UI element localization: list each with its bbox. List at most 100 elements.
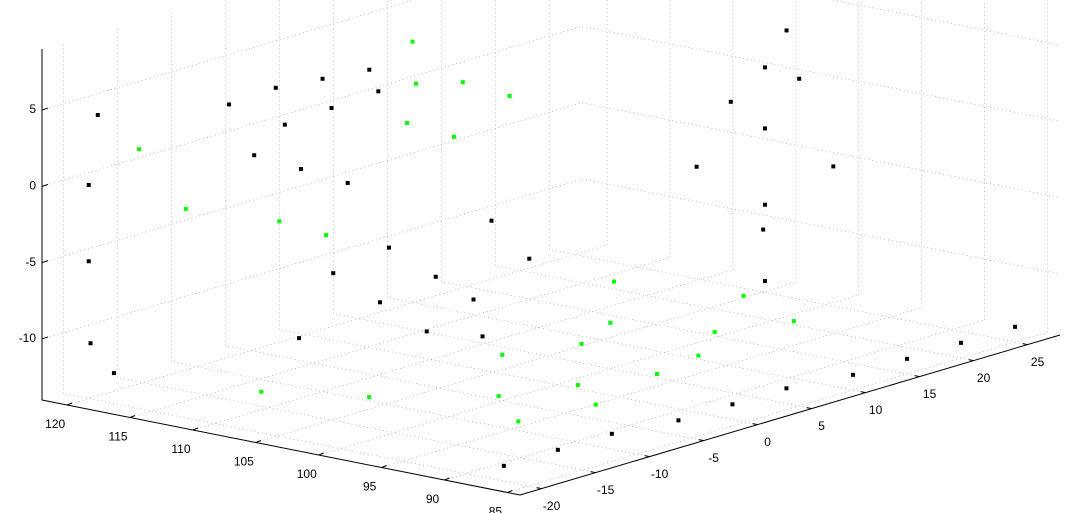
point [331,271,335,275]
grid-line [582,103,1060,198]
point [905,357,909,361]
grid-line [550,250,1028,345]
tick-mark [1023,344,1028,345]
point [594,403,598,407]
grid-line [382,308,922,468]
chart: -10-505859095100105110115120-20-15-10-50… [0,0,1065,513]
point [831,164,835,168]
point [367,395,371,399]
point [461,80,465,84]
point [346,181,350,185]
x-tick-label: 105 [234,455,254,469]
point [959,341,963,345]
point [851,373,855,377]
point [741,294,745,298]
tick-mark [42,184,48,186]
point [516,419,520,423]
grid-line [256,283,796,443]
point [411,40,415,44]
axis-line [42,400,520,495]
grid-line [226,346,704,441]
x-tick-label: 100 [297,467,317,481]
point [471,298,475,302]
point [378,300,382,304]
point [784,386,788,390]
point [527,257,531,261]
point [137,147,141,151]
x-tick-label: 85 [489,505,503,513]
point [96,113,100,117]
tick-mark [537,488,542,489]
y-tick-label: -15 [597,483,615,497]
point [274,86,278,90]
point [763,279,767,283]
point [579,342,583,346]
tick-mark [42,337,48,339]
point [321,77,325,81]
point [713,330,717,334]
point [481,334,485,338]
point [87,183,91,187]
point [387,246,391,250]
point [502,464,506,468]
point [608,321,612,325]
point [763,65,767,69]
point [434,275,438,279]
point [324,233,328,237]
tick-mark [969,360,974,361]
point [414,82,418,86]
x-tick-label: 95 [363,480,377,494]
y-tick-label: 0 [764,435,771,449]
point [89,341,93,345]
point [729,100,733,104]
point [452,135,456,139]
point [508,94,512,98]
point [797,77,801,81]
page: -10-505859095100105110115120-20-15-10-50… [0,0,1065,513]
tick-mark [753,424,758,425]
tick-mark [699,440,704,441]
y-tick-label: -10 [651,467,669,481]
grid-line [334,314,812,409]
point [792,319,796,323]
point [184,207,188,211]
point [367,68,371,72]
point [405,121,409,125]
point [695,165,699,169]
x-tick-label: 90 [426,492,440,506]
grid-line [193,270,733,430]
point [576,383,580,387]
grid-line [582,26,1060,121]
y-tick-label: 5 [818,419,825,433]
tick-mark [42,108,48,110]
point [425,329,429,333]
z-tick-label: -5 [25,255,36,269]
tick-mark [807,408,812,409]
point [761,228,765,232]
grid-line [388,298,866,393]
point [730,402,734,406]
z-tick-label: -10 [19,331,37,345]
point [87,259,91,263]
grid-line [319,295,859,455]
point [696,354,700,358]
x-tick-label: 110 [171,442,190,456]
point [297,336,301,340]
grid-line [582,0,1060,45]
point [227,102,231,106]
y-tick-label: 10 [869,403,883,417]
point [299,167,303,171]
point [610,432,614,436]
axis-line [520,335,1060,495]
y-tick-label: 25 [1031,355,1045,369]
grid-line [280,330,758,425]
grid-line [496,266,974,361]
point [1013,325,1017,329]
point [259,390,263,394]
grid-line [42,0,582,110]
point [655,372,659,376]
point [490,219,494,223]
tick-mark [645,456,650,457]
grid-line [42,26,582,186]
point [112,371,116,375]
